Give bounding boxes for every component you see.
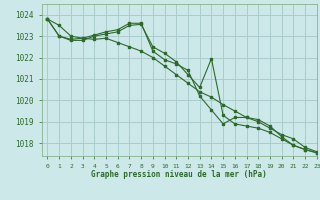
X-axis label: Graphe pression niveau de la mer (hPa): Graphe pression niveau de la mer (hPa)	[91, 170, 267, 179]
